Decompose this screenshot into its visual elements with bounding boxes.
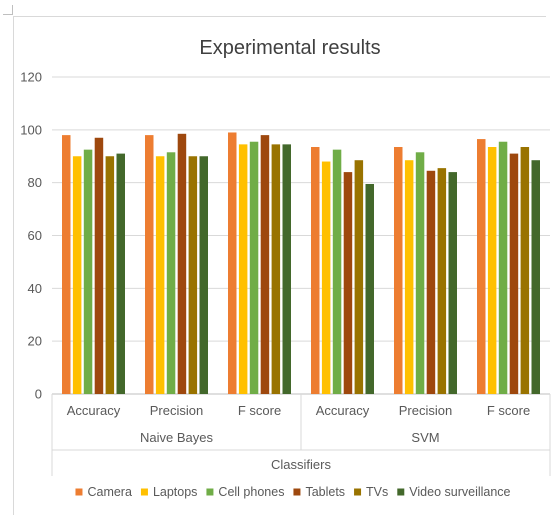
bar-tablets bbox=[94, 137, 104, 394]
bar-tablets bbox=[177, 133, 187, 394]
chart-title: Experimental results bbox=[199, 37, 380, 59]
x-axis: Accuracy Precision F score Accuracy Precisio… bbox=[51, 394, 551, 476]
bar-cell-phones bbox=[166, 152, 176, 394]
legend-swatch bbox=[354, 488, 362, 496]
bar-tablets bbox=[509, 153, 519, 394]
bar-cell-phones bbox=[83, 149, 93, 394]
frame-corner-mark bbox=[12, 5, 13, 15]
legend-swatch bbox=[397, 488, 405, 496]
y-tick-label: 60 bbox=[28, 228, 42, 243]
x-category-label: F score bbox=[487, 403, 530, 418]
bar-tablets bbox=[343, 172, 353, 394]
bar-tvs bbox=[520, 147, 530, 394]
bar-tvs bbox=[354, 160, 364, 394]
bar-video-surveillance bbox=[365, 183, 374, 394]
y-tick-label: 100 bbox=[20, 122, 42, 137]
bar-video-surveillance bbox=[116, 153, 125, 394]
y-tick-label: 0 bbox=[35, 387, 42, 402]
y-axis-ticks: 0 20 40 60 80 100 120 bbox=[20, 70, 42, 402]
bar-video-surveillance bbox=[199, 156, 208, 394]
bar-laptops bbox=[238, 144, 248, 394]
bar-tvs bbox=[105, 156, 115, 394]
bar-tvs bbox=[271, 144, 281, 394]
legend-label: Cell phones bbox=[218, 485, 284, 499]
bar-tvs bbox=[437, 168, 447, 394]
legend-swatch bbox=[75, 488, 83, 496]
x-category-label: Accuracy bbox=[316, 403, 370, 418]
legend: Camera Laptops Cell phones Tablets TVs Video … bbox=[75, 485, 511, 499]
x-group-label: Naive Bayes bbox=[140, 430, 213, 445]
frame-corner-mark bbox=[3, 14, 13, 15]
legend-label: TVs bbox=[366, 485, 388, 499]
bar-cell-phones bbox=[332, 149, 342, 394]
bar-camera bbox=[477, 139, 486, 394]
bar-cell-phones bbox=[415, 152, 425, 394]
bar-laptops bbox=[155, 156, 165, 394]
legend-swatch bbox=[293, 488, 301, 496]
legend-label: Video surveillance bbox=[409, 485, 510, 499]
bar-laptops bbox=[404, 160, 414, 394]
bar-video-surveillance bbox=[531, 160, 540, 394]
x-category-label: Accuracy bbox=[67, 403, 121, 418]
y-tick-label: 20 bbox=[28, 334, 42, 349]
legend-swatch bbox=[206, 488, 214, 496]
bar-camera bbox=[145, 135, 154, 394]
legend-label: Camera bbox=[87, 485, 132, 499]
y-tick-label: 80 bbox=[28, 175, 42, 190]
bar-video-surveillance bbox=[282, 144, 291, 394]
x-axis-title: Classifiers bbox=[271, 457, 331, 472]
chart-frame bbox=[13, 16, 546, 515]
bar-camera bbox=[311, 147, 320, 394]
gridlines bbox=[52, 76, 550, 395]
x-category-label: Precision bbox=[399, 403, 452, 418]
bar-tablets bbox=[426, 170, 436, 394]
y-tick-label: 40 bbox=[28, 281, 42, 296]
legend-label: Laptops bbox=[153, 485, 197, 499]
y-tick-label: 120 bbox=[20, 70, 42, 85]
bar-laptops bbox=[487, 147, 497, 394]
bar-cell-phones bbox=[249, 141, 259, 394]
bar-tvs bbox=[188, 156, 198, 394]
bar-cell-phones bbox=[498, 141, 508, 394]
bar-camera bbox=[394, 147, 403, 394]
bar-laptops bbox=[72, 156, 82, 394]
bar-camera bbox=[228, 132, 237, 394]
legend-swatch bbox=[140, 488, 148, 496]
legend-label: Tablets bbox=[305, 485, 345, 499]
x-category-label: Precision bbox=[150, 403, 203, 418]
bars bbox=[62, 132, 540, 394]
x-category-label: F score bbox=[238, 403, 281, 418]
bar-video-surveillance bbox=[448, 172, 457, 394]
x-group-label: SVM bbox=[411, 430, 439, 445]
bar-camera bbox=[62, 135, 71, 394]
bar-tablets bbox=[260, 135, 270, 394]
bar-laptops bbox=[321, 161, 331, 394]
